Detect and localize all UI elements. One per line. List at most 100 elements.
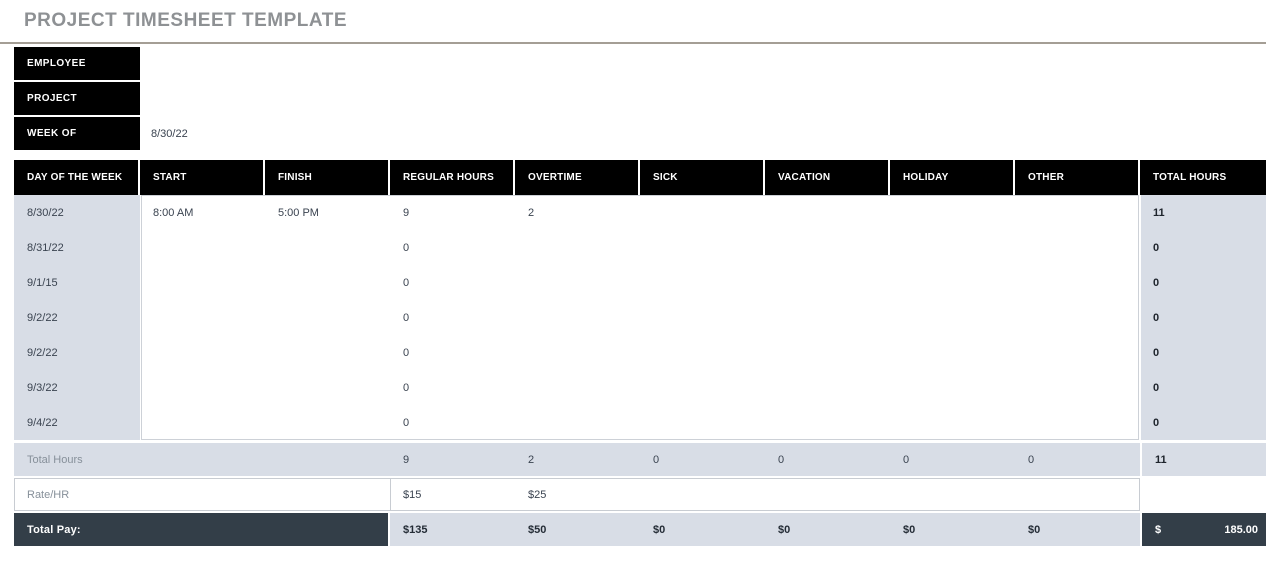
regular-hours-cell[interactable]: 0 <box>403 276 410 289</box>
holiday-cell[interactable] <box>890 195 1015 230</box>
row-total-cell: 0 <box>1153 311 1160 324</box>
total-column-background <box>1141 195 1266 440</box>
regular-hours-cell[interactable]: 0 <box>403 381 410 394</box>
week-of-label: WEEK OF <box>14 117 140 150</box>
row-total-cell: 0 <box>1153 346 1160 359</box>
finish-cell[interactable] <box>265 300 390 335</box>
overtime-cell[interactable]: 2 <box>528 206 535 219</box>
date-cell: 9/2/22 <box>27 346 58 359</box>
pay-vacation: $0 <box>765 513 890 546</box>
finish-cell[interactable] <box>265 370 390 405</box>
regular-hours-cell[interactable]: 0 <box>403 416 410 429</box>
table-row: 8/30/22 8:00 AM 5:00 PM 9 2 11 <box>14 195 1266 230</box>
row-total-cell: 0 <box>1153 381 1160 394</box>
col-header-other: OTHER <box>1015 160 1140 195</box>
col-header-start: START <box>140 160 265 195</box>
regular-hours-cell[interactable]: 9 <box>403 206 410 219</box>
vacation-cell[interactable] <box>765 265 890 300</box>
col-header-day: DAY OF THE WEEK <box>14 160 140 195</box>
total-hours-grand: 11 <box>1140 443 1266 476</box>
overtime-cell[interactable] <box>515 405 640 440</box>
finish-cell[interactable] <box>265 335 390 370</box>
vacation-cell[interactable] <box>765 195 890 230</box>
regular-hours-cell[interactable]: 0 <box>403 346 410 359</box>
regular-hours-cell[interactable]: 0 <box>403 311 410 324</box>
rate-row-divider <box>390 478 391 511</box>
holiday-cell[interactable] <box>890 230 1015 265</box>
rate-per-hour-row: Rate/HR $15 $25 <box>14 478 1266 511</box>
vacation-cell[interactable] <box>765 300 890 335</box>
overtime-cell[interactable] <box>515 370 640 405</box>
holiday-cell[interactable] <box>890 300 1015 335</box>
row-total-cell: 0 <box>1153 241 1160 254</box>
pay-overtime: $50 <box>515 513 640 546</box>
vacation-cell[interactable] <box>765 335 890 370</box>
other-cell[interactable] <box>1015 230 1140 265</box>
table-row: 9/2/22 0 0 <box>14 300 1266 335</box>
total-hours-label: Total Hours <box>27 453 83 466</box>
holiday-cell[interactable] <box>890 405 1015 440</box>
start-cell[interactable] <box>140 370 265 405</box>
pay-regular: $135 <box>390 513 515 546</box>
employee-label: EMPLOYEE <box>14 47 140 80</box>
date-cell: 8/30/22 <box>27 206 64 219</box>
table-body: 8/30/22 8:00 AM 5:00 PM 9 2 11 8/31/22 0… <box>14 195 1266 440</box>
entry-area-background <box>141 195 1139 440</box>
grand-total-cell: $ 185.00 <box>1140 513 1266 546</box>
start-cell[interactable] <box>140 265 265 300</box>
date-cell: 8/31/22 <box>27 241 64 254</box>
start-cell[interactable] <box>140 405 265 440</box>
table-row: 9/1/15 0 0 <box>14 265 1266 300</box>
sick-cell[interactable] <box>640 300 765 335</box>
holiday-cell[interactable] <box>890 265 1015 300</box>
table-row: 9/2/22 0 0 <box>14 335 1266 370</box>
col-header-finish: FINISH <box>265 160 390 195</box>
title-divider <box>0 42 1266 44</box>
start-cell[interactable] <box>140 230 265 265</box>
start-cell[interactable] <box>140 335 265 370</box>
holiday-cell[interactable] <box>890 370 1015 405</box>
rate-regular-cell[interactable]: $15 <box>403 488 422 501</box>
vacation-cell[interactable] <box>765 405 890 440</box>
sick-cell[interactable] <box>640 195 765 230</box>
date-cell: 9/3/22 <box>27 381 58 394</box>
sick-cell[interactable] <box>640 230 765 265</box>
col-header-vacation: VACATION <box>765 160 890 195</box>
table-row: 8/31/22 0 0 <box>14 230 1266 265</box>
other-cell[interactable] <box>1015 405 1140 440</box>
vacation-cell[interactable] <box>765 370 890 405</box>
other-cell[interactable] <box>1015 335 1140 370</box>
regular-hours-cell[interactable]: 0 <box>403 241 410 254</box>
vacation-cell[interactable] <box>765 230 890 265</box>
finish-cell[interactable] <box>265 405 390 440</box>
week-of-value[interactable]: 8/30/22 <box>151 127 188 140</box>
total-other: 0 <box>1028 453 1035 466</box>
start-cell[interactable]: 8:00 AM <box>153 206 194 219</box>
total-regular: 9 <box>403 453 410 466</box>
date-cell: 9/2/22 <box>27 311 58 324</box>
other-cell[interactable] <box>1015 195 1140 230</box>
finish-cell[interactable]: 5:00 PM <box>278 206 319 219</box>
start-cell[interactable] <box>140 300 265 335</box>
overtime-cell[interactable] <box>515 300 640 335</box>
overtime-cell[interactable] <box>515 335 640 370</box>
pay-other: $0 <box>1015 513 1140 546</box>
other-cell[interactable] <box>1015 265 1140 300</box>
finish-cell[interactable] <box>265 265 390 300</box>
overtime-cell[interactable] <box>515 265 640 300</box>
holiday-cell[interactable] <box>890 335 1015 370</box>
sick-cell[interactable] <box>640 265 765 300</box>
sick-cell[interactable] <box>640 335 765 370</box>
spacer-cell <box>265 443 390 476</box>
pay-sick: $0 <box>640 513 765 546</box>
other-cell[interactable] <box>1015 370 1140 405</box>
rate-overtime-cell[interactable]: $25 <box>528 488 547 501</box>
finish-cell[interactable] <box>265 230 390 265</box>
total-hours-row: Total Hours 9 2 0 0 0 0 11 <box>14 443 1266 476</box>
sick-cell[interactable] <box>640 370 765 405</box>
col-header-sick: SICK <box>640 160 765 195</box>
overtime-cell[interactable] <box>515 230 640 265</box>
sick-cell[interactable] <box>640 405 765 440</box>
other-cell[interactable] <box>1015 300 1140 335</box>
